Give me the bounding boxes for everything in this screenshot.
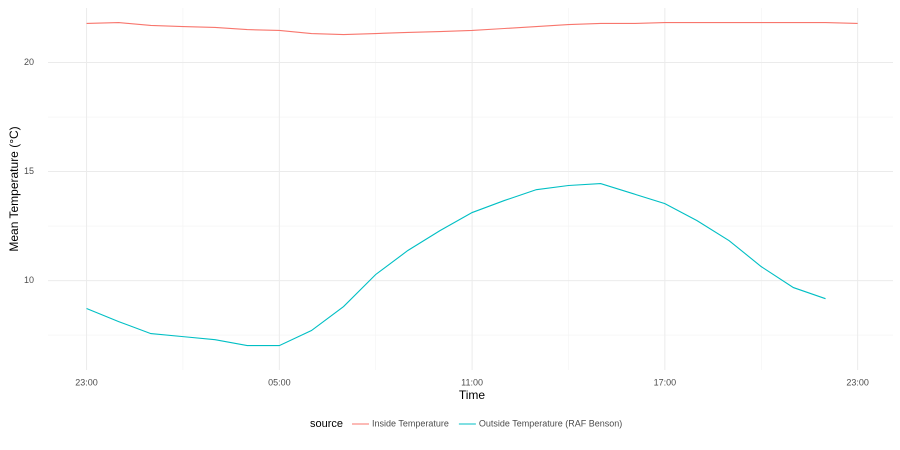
y-tick-label: 15 — [24, 166, 34, 176]
x-axis-title: Time — [459, 388, 486, 402]
x-tick-label: 23:00 — [846, 377, 869, 387]
line — [86, 182, 826, 347]
x-tick-label: 05:00 — [268, 377, 291, 387]
x-tick-label: 11:00 — [461, 377, 483, 387]
line — [86, 22, 858, 36]
y-tick-label: 20 — [24, 57, 34, 67]
x-tick-label: 17:00 — [654, 377, 677, 387]
y-axis-title: Mean Temperature (°C) — [7, 126, 21, 251]
y-tick-label: 10 — [24, 275, 34, 285]
x-tick-label: 23:00 — [75, 377, 98, 387]
legend-label: Outside Temperature (RAF Benson) — [479, 418, 622, 428]
legend-label: Inside Temperature — [372, 418, 449, 428]
legend-title: source — [310, 418, 343, 430]
